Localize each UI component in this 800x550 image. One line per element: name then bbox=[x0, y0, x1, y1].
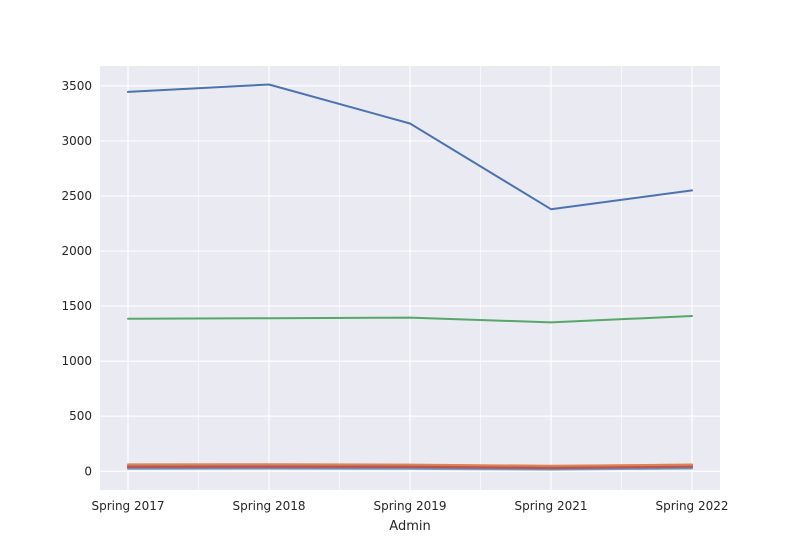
grid-lines bbox=[100, 66, 720, 490]
x-tick-label: Spring 2021 bbox=[514, 499, 587, 513]
series-lines bbox=[127, 83, 693, 471]
y-tick-label: 1500 bbox=[61, 299, 92, 313]
y-tick-labels: 0 500 1000 1500 2000 2500 3000 3500 bbox=[61, 79, 92, 478]
y-tick-label: 1000 bbox=[61, 354, 92, 368]
series-line bbox=[127, 83, 693, 211]
y-tick-label: 0 bbox=[84, 464, 92, 478]
x-tick-label: Spring 2017 bbox=[91, 499, 164, 513]
x-tick-label: Spring 2018 bbox=[232, 499, 305, 513]
y-tick-label: 3500 bbox=[61, 79, 92, 93]
y-tick-label: 2000 bbox=[61, 244, 92, 258]
y-tick-label: 2500 bbox=[61, 189, 92, 203]
y-tick-label: 500 bbox=[69, 409, 92, 423]
x-tick-label: Spring 2019 bbox=[373, 499, 446, 513]
series-line bbox=[127, 463, 693, 467]
series-line bbox=[127, 315, 693, 324]
series-line bbox=[127, 465, 693, 469]
x-axis-label: Admin bbox=[389, 519, 430, 534]
y-tick-label: 3000 bbox=[61, 134, 92, 148]
x-tick-label: Spring 2022 bbox=[655, 499, 728, 513]
x-tick-labels: Spring 2017 Spring 2018 Spring 2019 Spring … bbox=[91, 499, 728, 513]
